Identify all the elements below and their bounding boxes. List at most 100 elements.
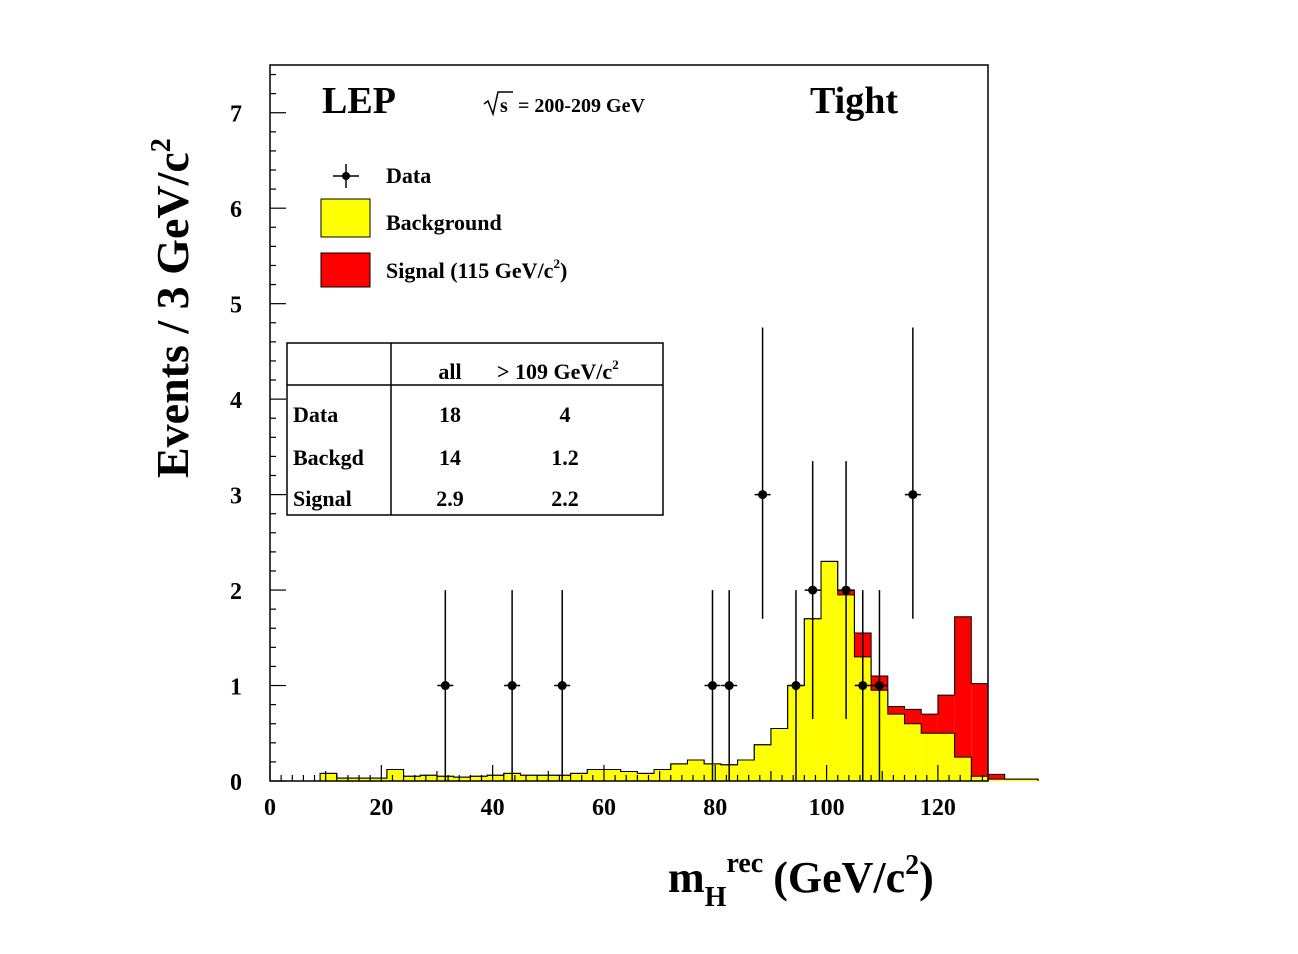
background-bar: [754, 744, 771, 781]
x-axis-title-close: ): [919, 853, 934, 902]
x-axis-title-sup: rec: [726, 848, 763, 879]
background-bar: [336, 778, 354, 781]
x-axis-title-unit: (GeV/c: [773, 853, 905, 902]
background-bar: [587, 769, 604, 781]
background-bar: [537, 775, 554, 781]
signal-bar: [988, 774, 1005, 780]
legend-signal-text: Signal (115 GeV/c: [386, 258, 554, 283]
background-bar: [453, 777, 471, 781]
table-frame: [286, 342, 664, 516]
data-point: [841, 585, 851, 595]
y-axis-title: Events / 3 GeV/c2: [146, 138, 198, 478]
y-tick-label: 1: [230, 675, 242, 701]
x-axis-title: mHrec (GeV/c2): [668, 848, 934, 913]
data-point: [707, 681, 717, 691]
legend-signal-sup: 2: [553, 256, 560, 271]
background-bar: [937, 733, 955, 781]
selection-label: Tight: [810, 80, 898, 122]
x-tick-label: 60: [592, 795, 616, 821]
x-tick-label: 0: [264, 795, 276, 821]
table-cell: 4: [560, 402, 571, 427]
background-bar: [320, 773, 337, 781]
table-cell: 1.2: [551, 445, 579, 470]
table-header-high-text: > 109 GeV/c: [497, 359, 612, 384]
legend-signal-label: Signal (115 GeV/c2): [386, 256, 567, 283]
background-bar: [670, 763, 688, 781]
data-point: [808, 585, 818, 595]
sqrt-symbol: [483, 91, 513, 117]
signal-bar: [937, 695, 955, 734]
y-axis-title-text: Events / 3 GeV/c: [147, 152, 198, 478]
data-points: [437, 327, 921, 781]
background-bar: [386, 769, 404, 781]
table-header-all: all: [438, 359, 461, 384]
legend: Data Background Signal (115 GeV/c2): [320, 163, 567, 288]
background-bar: [370, 778, 387, 781]
y-tick-label: 5: [230, 293, 242, 319]
x-tick-label: 80: [703, 795, 727, 821]
x-tick-label: 120: [920, 795, 956, 821]
background-bar: [603, 769, 621, 781]
axes: 0 20 40 60 80 100 120 0 1 2 3 4 5 6 7: [230, 64, 989, 821]
background-bar: [737, 759, 755, 781]
data-point: [874, 681, 884, 691]
y-axis-title-sup: 2: [146, 138, 177, 152]
energy-rest-text: = 200-209 GeV: [513, 95, 645, 117]
background-bar: [420, 775, 437, 781]
background-bar: [1004, 779, 1022, 781]
histogram-fills: [319, 560, 1039, 781]
background-bar: [887, 714, 905, 781]
background-bar: [904, 723, 922, 781]
y-tick-label: 6: [230, 197, 242, 223]
background-bar: [353, 778, 371, 781]
summary-table: all > 109 GeV/c2 Data 18 4 Backgd 14 1.2…: [286, 342, 664, 516]
background-bar: [520, 775, 538, 781]
background-bar: [971, 776, 988, 781]
table-cell: 18: [439, 402, 461, 427]
data-point: [507, 681, 517, 691]
table-row-label: Backgd: [293, 445, 364, 470]
table-cell: 2.2: [551, 486, 579, 511]
background-bar: [620, 771, 638, 781]
legend-signal-swatch: [320, 252, 371, 288]
experiment-label: LEP: [322, 80, 396, 122]
x-axis-title-m: m: [668, 853, 705, 902]
signal-bar: [904, 709, 922, 724]
legend-background-swatch: [320, 198, 371, 238]
x-tick-label: 40: [481, 795, 505, 821]
background-bar: [1021, 779, 1039, 781]
background-bar: [821, 561, 838, 781]
data-point: [908, 490, 918, 500]
background-bar: [403, 776, 421, 781]
data-point: [440, 681, 450, 691]
table-header-high: > 109 GeV/c2: [497, 357, 619, 384]
background-bar: [637, 773, 655, 781]
legend-signal-close: ): [560, 258, 567, 283]
background-bar: [570, 773, 588, 781]
legend-data-marker: [333, 164, 359, 188]
table-row-label: Signal: [293, 486, 352, 511]
x-axis-title-unit-sup: 2: [905, 850, 919, 881]
table-row-label: Data: [293, 402, 338, 427]
data-point: [724, 681, 734, 691]
energy-root-text: s: [500, 95, 508, 117]
background-bar: [988, 779, 1005, 781]
x-axis-title-sub: H: [705, 882, 727, 913]
background-bar: [487, 775, 504, 781]
table-cell: 14: [439, 445, 461, 470]
table-cell: 2.9: [436, 486, 464, 511]
background-bar: [470, 776, 488, 781]
legend-background-label: Background: [386, 210, 502, 235]
y-tick-label: 4: [230, 388, 242, 414]
background-bar: [954, 757, 972, 781]
background-bar: [654, 769, 671, 781]
background-bar: [770, 728, 788, 781]
legend-data-label: Data: [386, 163, 431, 188]
signal-bar: [954, 616, 972, 758]
y-tick-label: 3: [230, 484, 242, 510]
data-point: [758, 490, 768, 500]
background-bar: [921, 733, 938, 781]
plot-frame: [269, 64, 989, 782]
energy-label: s = 200-209 GeV: [483, 91, 645, 117]
